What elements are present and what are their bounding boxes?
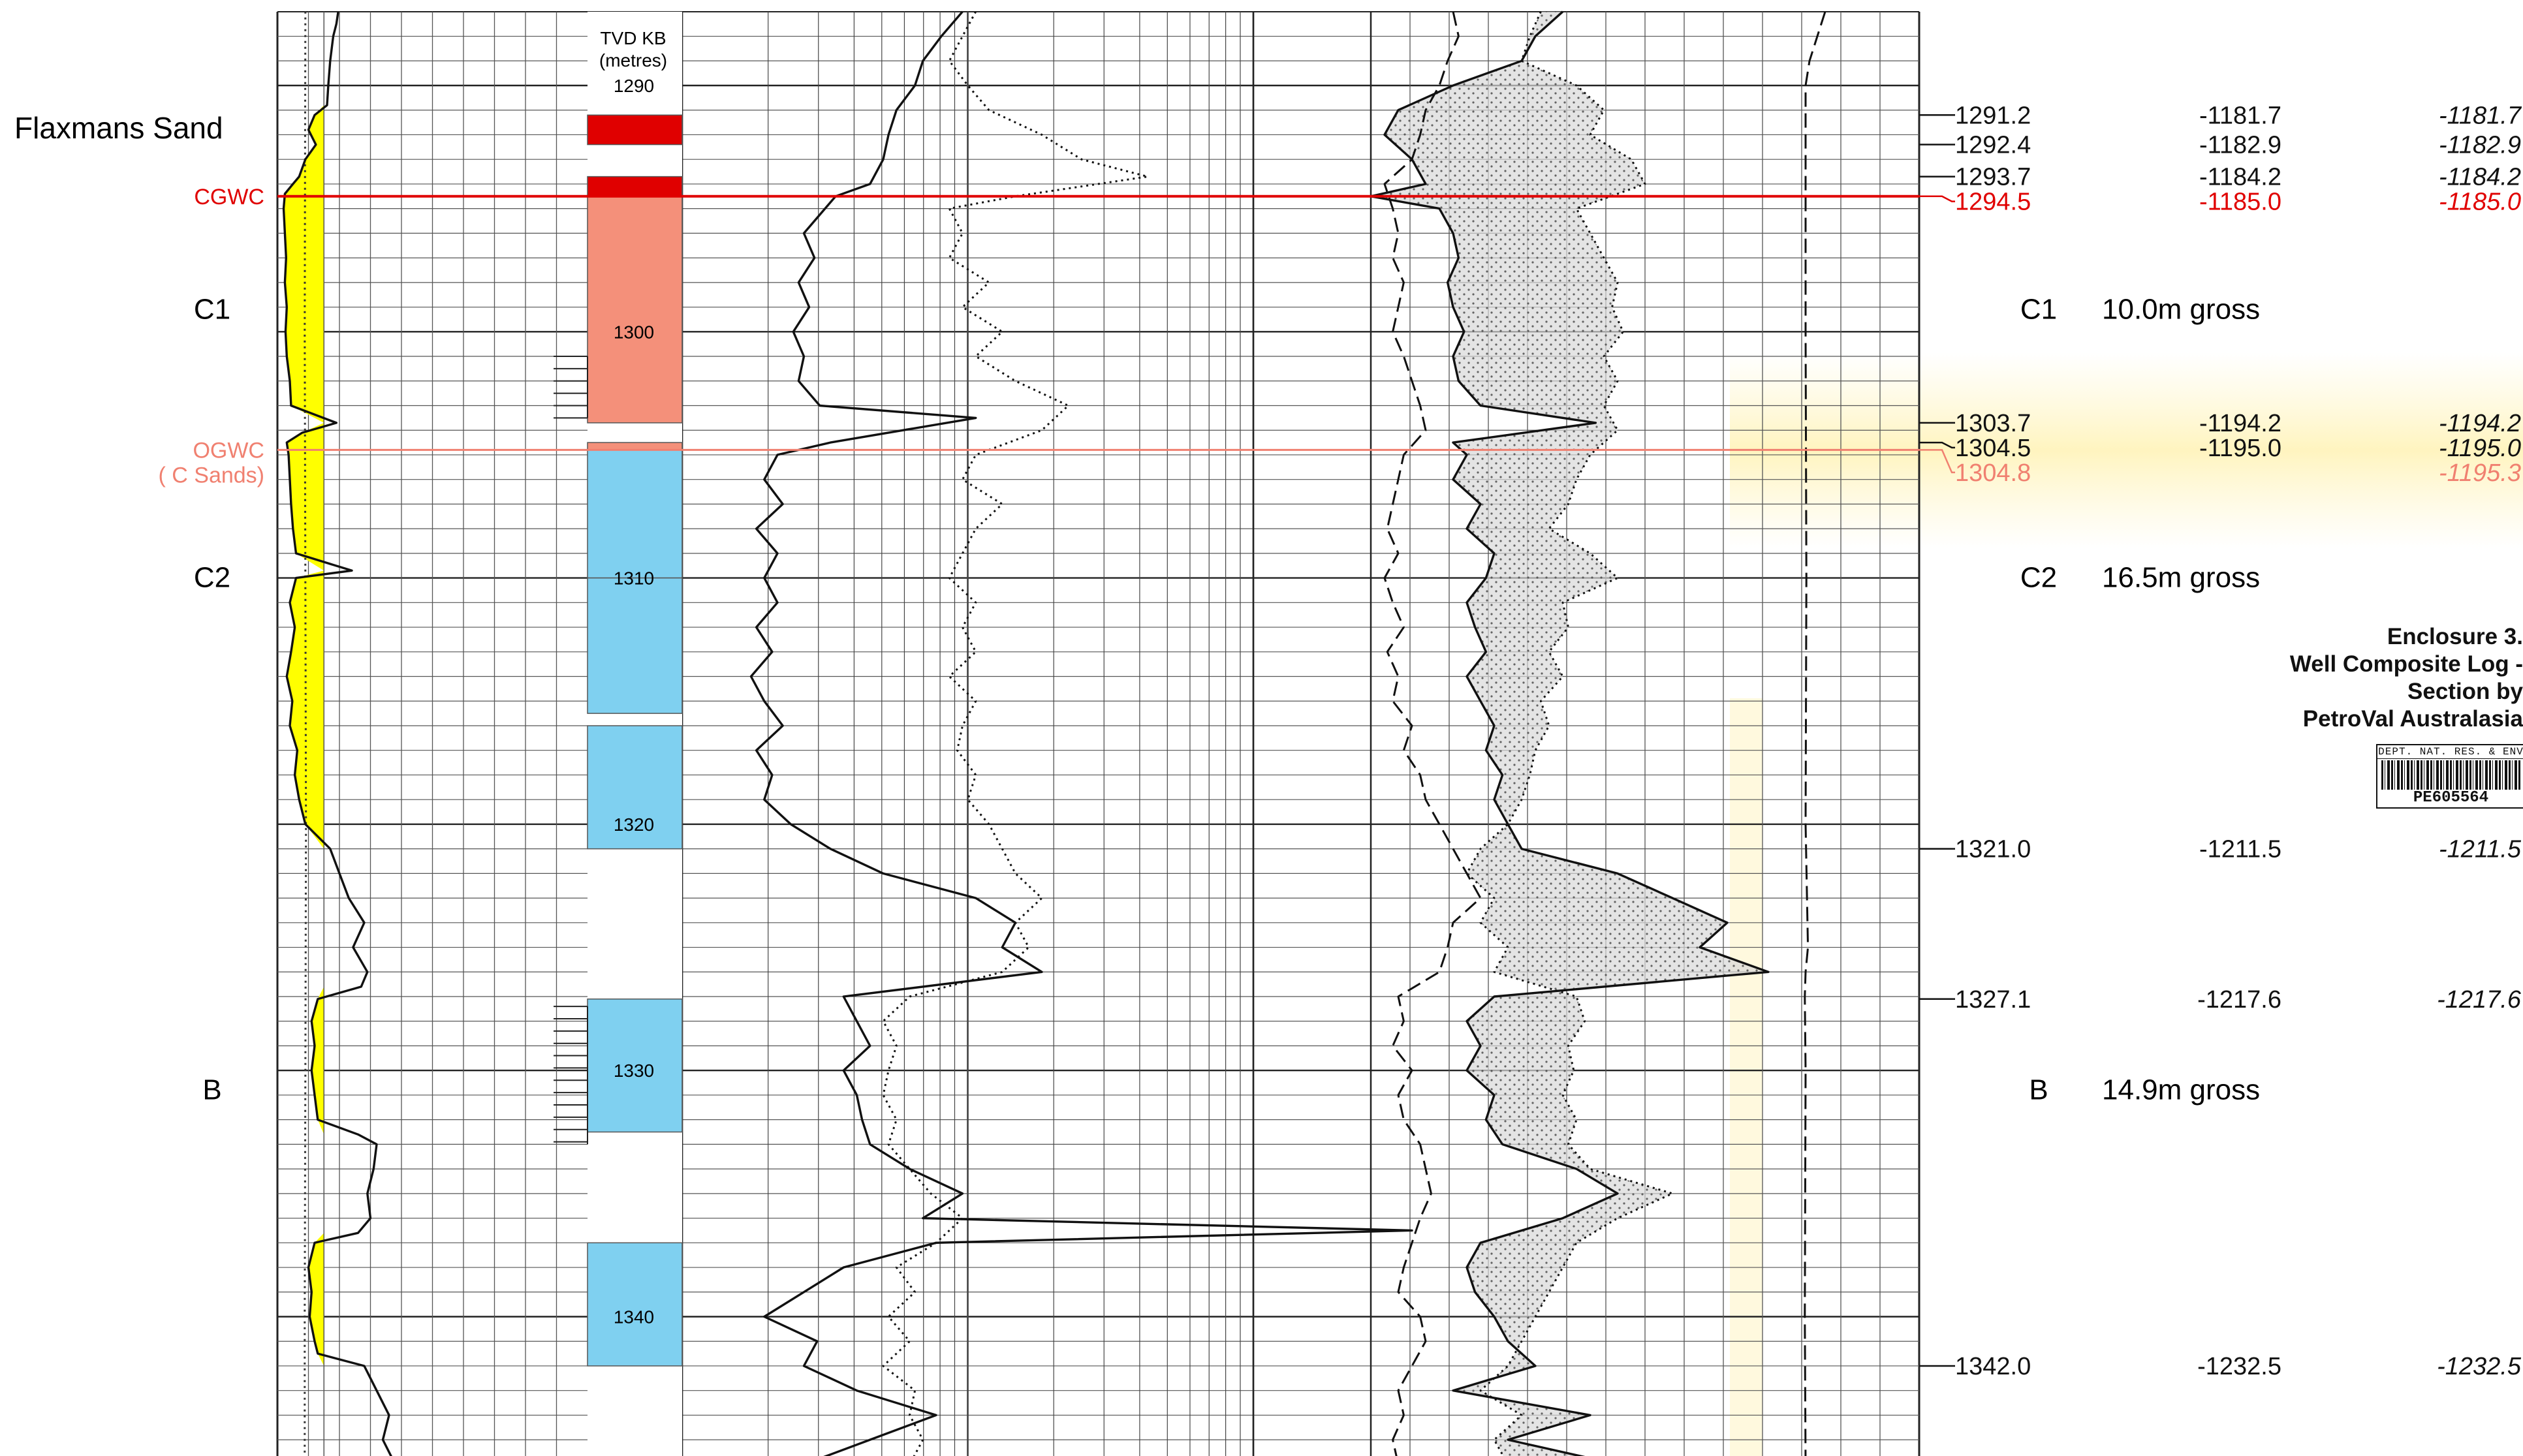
lithology-interval <box>587 196 683 424</box>
log-labels: Flaxmans Sand TVD KB (metres) C1 C2 B <box>14 28 667 1106</box>
pick-tvdss: -1181.7 <box>2199 102 2281 129</box>
zone-gross: 16.5m gross <box>2102 562 2260 594</box>
log-grid <box>276 11 1920 1456</box>
curve-track5_solid <box>1370 10 1770 1456</box>
interval-name: Flaxmans Sand <box>14 111 223 145</box>
pick-tvdss: -1194.2 <box>2199 410 2281 437</box>
curve-track6_dashed <box>1804 11 1826 1456</box>
pick-md: 1304.5 <box>1955 435 2031 462</box>
enclosure-line2: Well Composite Log - <box>2289 651 2523 677</box>
pick-tvdss: -1211.5 <box>2199 836 2281 863</box>
pick-tvdss: -1182.9 <box>2199 132 2281 159</box>
pick-md: 1303.7 <box>1955 410 2031 437</box>
contact-label: OGWC <box>193 438 264 463</box>
barcode-stamp: DEPT. NAT. RES. & ENV PE605564 <box>2376 744 2523 809</box>
lithology-interval <box>587 442 683 451</box>
curve-track5_dashed <box>1383 11 1482 1456</box>
fluid-contacts: CGWC OGWC( C Sands) <box>159 185 1919 488</box>
sand-fill <box>283 11 324 1456</box>
pick-tvdss-2: -1232.5 <box>2437 1353 2522 1380</box>
stamp-dept: DEPT. NAT. RES. & ENV <box>2377 746 2523 759</box>
pick-tvdss-2: -1182.9 <box>2439 132 2521 159</box>
depth-tick-label: 1320 <box>614 814 654 835</box>
zone-label-left: C1 <box>194 293 230 325</box>
pick-md: 1342.0 <box>1955 1353 2031 1380</box>
contact-label: CGWC <box>194 185 264 209</box>
lithology-column <box>554 12 683 1456</box>
pick-tvdss-2: -1185.0 <box>2439 189 2521 216</box>
zone-gross: 10.0m gross <box>2102 293 2260 325</box>
pick-tvdss-2: -1184.2 <box>2439 164 2521 191</box>
pick-md: 1327.1 <box>1955 986 2031 1014</box>
pick-tvdss-2: -1181.7 <box>2439 102 2522 129</box>
zone-gross: 14.9m gross <box>2102 1074 2260 1106</box>
lithology-interval <box>587 449 683 579</box>
enclosure-caption: Enclosure 3. Well Composite Log - Sectio… <box>2290 623 2523 733</box>
pick-tvdss-2: -1194.2 <box>2439 410 2521 437</box>
zone-label-left: B <box>202 1074 221 1106</box>
lithology-interval <box>587 577 683 714</box>
lithology-interval <box>587 176 683 197</box>
pick-tvdss: -1195.0 <box>2199 435 2281 462</box>
pick-tvdss-2: -1217.6 <box>2437 986 2522 1014</box>
crossover-stipple <box>1371 11 1768 1456</box>
curve-track1_gr <box>282 11 392 1456</box>
log-curves <box>282 10 1826 1456</box>
pick-tvdss: -1232.5 <box>2197 1353 2281 1380</box>
zone-label-right: C1 <box>2020 293 2057 325</box>
curve-track3_solid <box>749 10 1413 1456</box>
zone-label-right: B <box>2029 1074 2048 1106</box>
zone-label-left: C2 <box>194 562 230 594</box>
enclosure-line4: PetroVal Australasia <box>2302 706 2523 732</box>
curve-track5_dotted <box>1465 11 1674 1456</box>
curve-track1_dotted <box>304 11 307 1456</box>
pick-md: 1292.4 <box>1955 132 2031 159</box>
stamp-code: PE605564 <box>2413 789 2489 807</box>
pick-tvdss-2: -1195.0 <box>2439 435 2521 462</box>
scan-yellow-wash <box>1730 352 2523 1456</box>
pick-tvdss: -1217.6 <box>2197 986 2281 1014</box>
enclosure-line3: Section by <box>2407 679 2523 704</box>
pick-md: 1293.7 <box>1955 164 2031 191</box>
pick-leader <box>1919 441 1955 449</box>
curve-fills <box>283 11 1768 1456</box>
depth-tick-label: 1290 <box>614 76 654 96</box>
pick-md: 1294.5 <box>1955 189 2031 216</box>
picks-table: 1291.2 -1181.7 -1181.7 1292.4 -1182.9 -1182.9… <box>1919 102 2522 1380</box>
pick-md: 1304.8 <box>1955 459 2031 487</box>
depth-tick-label: 1330 <box>614 1061 654 1081</box>
lithology-interval <box>587 725 683 850</box>
pick-tvdss-2: -1211.5 <box>2439 836 2522 863</box>
lithology-interval <box>587 1242 683 1367</box>
depth-tick-label: 1340 <box>614 1307 654 1327</box>
lithology-interval <box>587 114 683 146</box>
pick-tvdss: -1185.0 <box>2199 189 2281 216</box>
contact-sublabel: ( C Sands) <box>159 463 265 488</box>
zone-label-right: C2 <box>2020 562 2057 594</box>
pick-tvdss-2: -1195.3 <box>2439 459 2521 487</box>
enclosure-title: Enclosure 3. <box>2387 624 2523 649</box>
depth-ticks: 1290 1300 1310 1320 1330 1340 <box>614 76 654 1327</box>
pick-leader <box>1919 195 1955 202</box>
pick-md: 1321.0 <box>1955 836 2031 863</box>
pick-leader <box>1919 449 1955 474</box>
pick-tvdss: -1184.2 <box>2199 164 2281 191</box>
depth-axis-title-1: TVD KB <box>600 28 666 48</box>
pick-md: 1291.2 <box>1955 102 2031 129</box>
depth-axis-title-2: (metres) <box>599 50 667 70</box>
depth-tick-label: 1310 <box>614 568 654 589</box>
barcode <box>2381 760 2520 790</box>
depth-tick-label: 1300 <box>614 322 654 342</box>
